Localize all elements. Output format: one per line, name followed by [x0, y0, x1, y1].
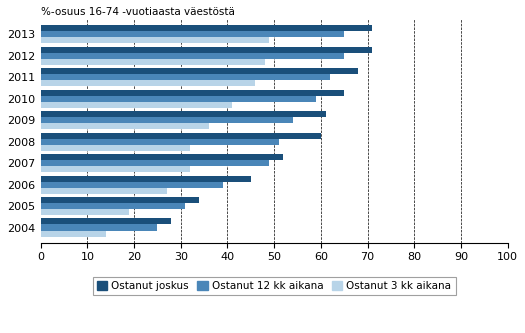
Bar	[41, 117, 293, 123]
Bar	[41, 224, 158, 230]
Bar	[41, 74, 330, 80]
Bar	[41, 154, 284, 160]
Bar	[41, 111, 326, 117]
Bar	[41, 68, 358, 74]
Bar	[41, 90, 344, 96]
Text: %-osuus 16-74 -vuotiaasta väestöstä: %-osuus 16-74 -vuotiaasta väestöstä	[41, 7, 235, 17]
Bar	[41, 166, 190, 172]
Bar	[41, 47, 372, 53]
Bar	[41, 25, 372, 31]
Bar	[41, 209, 130, 215]
Bar	[41, 181, 223, 187]
Bar	[41, 203, 185, 209]
Bar	[41, 187, 167, 193]
Bar	[41, 31, 344, 37]
Bar	[41, 59, 265, 65]
Bar	[41, 218, 172, 224]
Bar	[41, 175, 251, 181]
Bar	[41, 160, 269, 166]
Bar	[41, 133, 321, 139]
Bar	[41, 145, 190, 151]
Bar	[41, 230, 106, 236]
Bar	[41, 102, 232, 108]
Bar	[41, 197, 200, 203]
Bar	[41, 80, 256, 86]
Legend: Ostanut joskus, Ostanut 12 kk aikana, Ostanut 3 kk aikana: Ostanut joskus, Ostanut 12 kk aikana, Os…	[92, 277, 456, 295]
Bar	[41, 37, 269, 43]
Bar	[41, 96, 316, 102]
Bar	[41, 123, 209, 129]
Bar	[41, 53, 344, 59]
Bar	[41, 139, 279, 145]
